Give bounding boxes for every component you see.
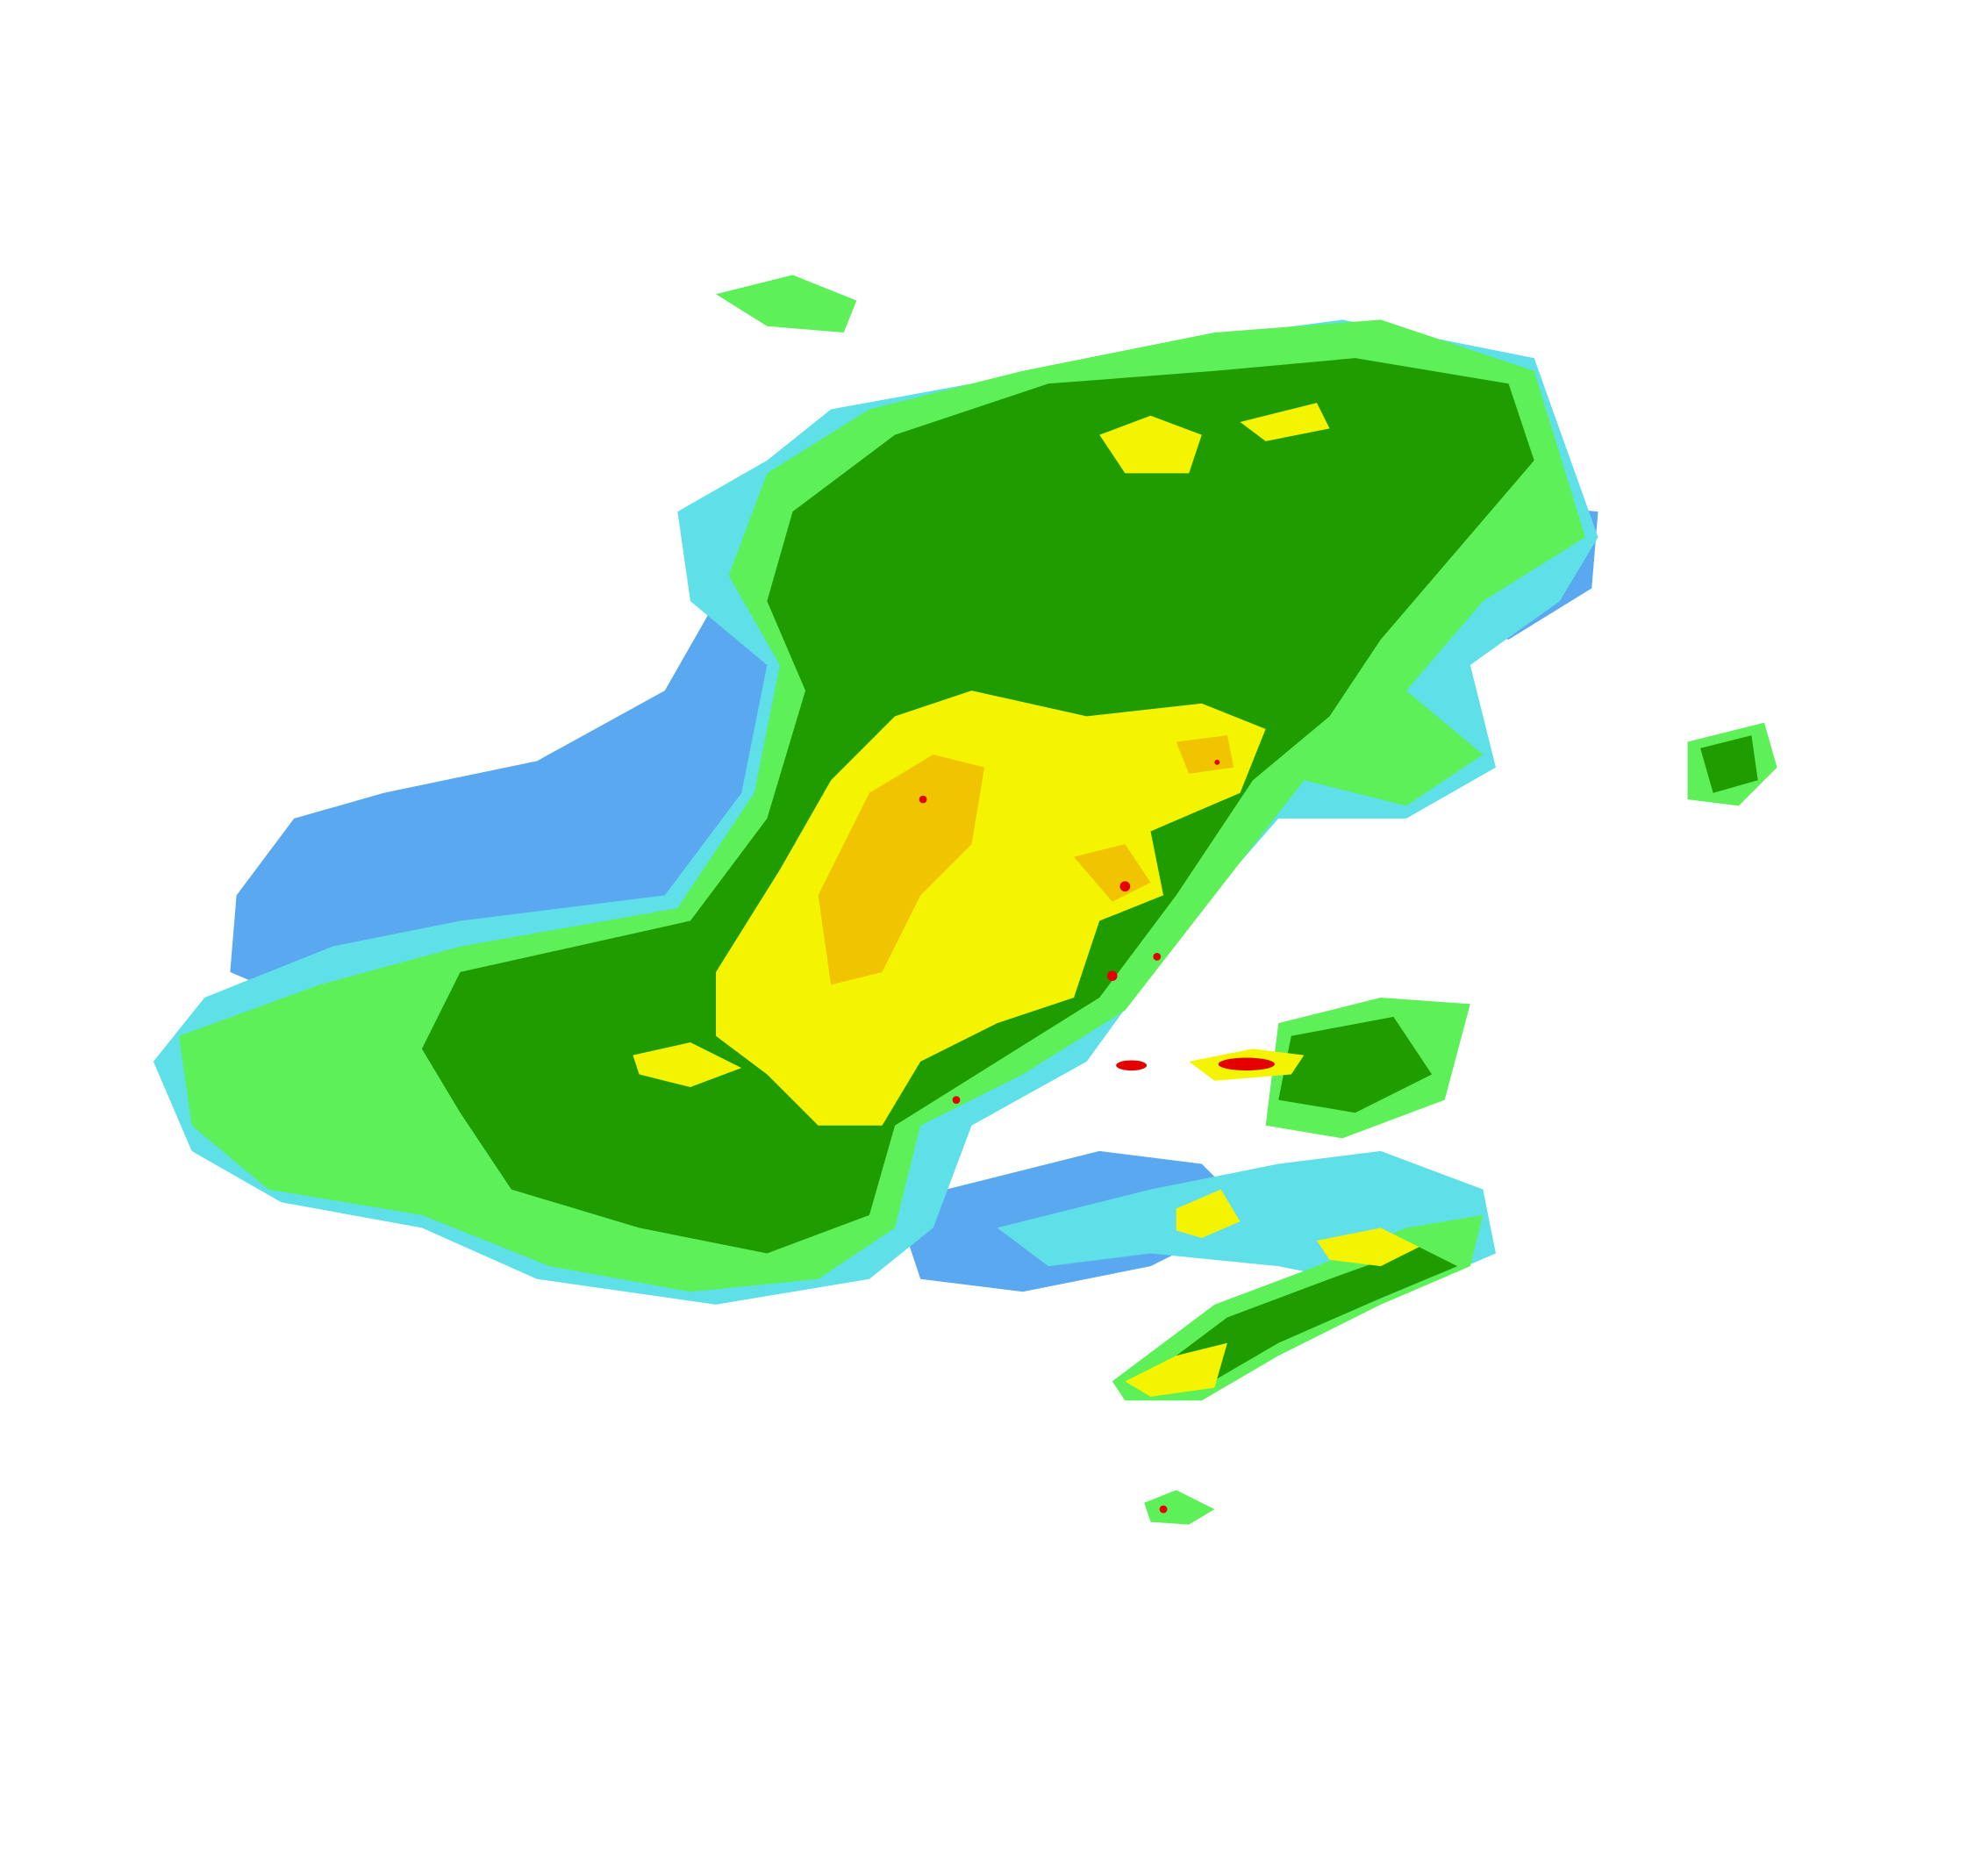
echo-cell-intense: [1119, 881, 1131, 892]
echo-cell-intense: [1214, 759, 1220, 765]
echo-cell-southeast: [1176, 1189, 1241, 1239]
echo-cell-south: [1144, 1490, 1215, 1525]
very-heavy-echo-layer: [818, 735, 1234, 985]
echo-cell-intense: [1159, 1505, 1168, 1514]
intense-echo-layer: [919, 759, 1275, 1514]
echo-cell-intense: [1116, 1060, 1148, 1071]
echo-region-core: [716, 691, 1266, 1126]
echo-core-east: [1176, 735, 1234, 774]
echo-band-east-cells: [1316, 1227, 1419, 1267]
echo-cell-north: [1099, 415, 1202, 474]
echo-cluster-north: [716, 275, 857, 333]
heavy-echo-layer: [633, 403, 1419, 1397]
echo-band-east: [1278, 1016, 1433, 1113]
echo-cluster-east: [1700, 735, 1758, 793]
echo-cell-intense: [1106, 970, 1118, 982]
echo-cell-intense: [952, 1096, 961, 1105]
echo-cell-intense: [1153, 952, 1162, 961]
echo-cell-intense: [919, 795, 927, 804]
echo-band-southeast: [1150, 1247, 1458, 1388]
echo-core-center: [818, 755, 985, 985]
echo-cell-northeast: [1240, 403, 1330, 441]
echo-cell-west: [633, 1042, 742, 1088]
echo-cell-intense: [1218, 1057, 1275, 1071]
echo-core-south: [1074, 844, 1151, 902]
echo-band-southeast: [1125, 1342, 1227, 1397]
